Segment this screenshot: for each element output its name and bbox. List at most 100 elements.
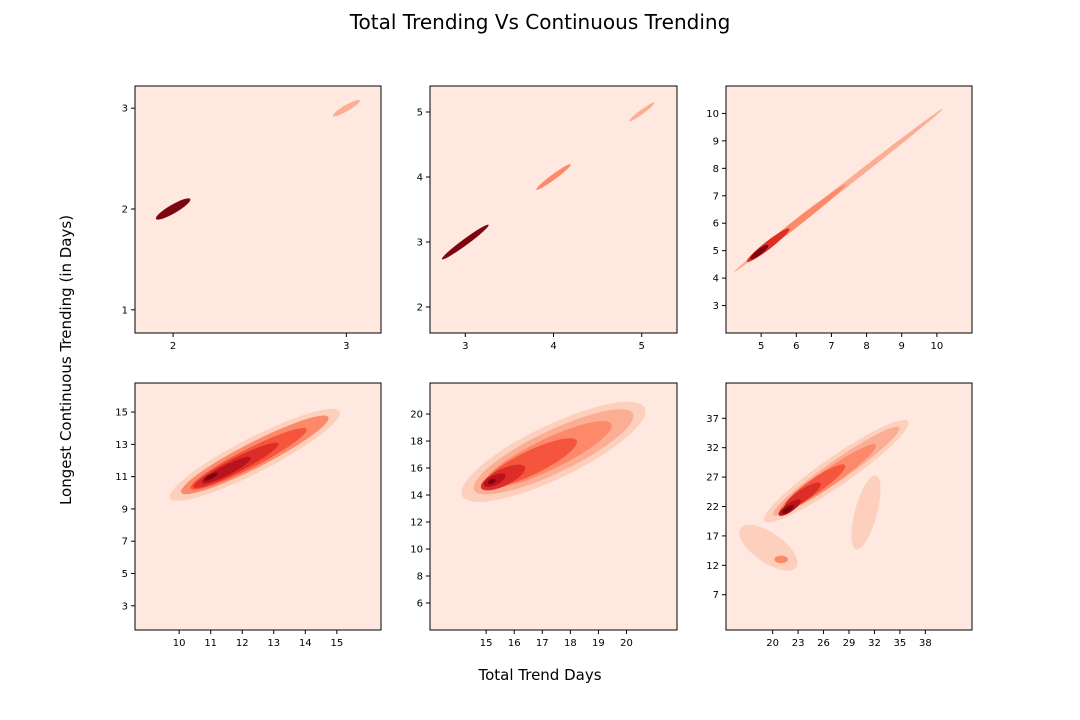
- y-tick-label: 9: [713, 136, 719, 147]
- y-tick-label: 6: [417, 599, 423, 610]
- panel-4: 10 11 12 13 14 15 3 5 7 9 11 13 15: [115, 382, 382, 649]
- y-tick-label: 8: [713, 164, 719, 175]
- y-tick-label: 5: [417, 108, 423, 119]
- y-tick-label: 20: [410, 410, 423, 421]
- panel-5-frame: [429, 382, 678, 631]
- x-tick-label: 15: [330, 638, 343, 649]
- x-tick-label: 15: [480, 638, 493, 649]
- x-tick-label: 10: [930, 341, 943, 352]
- x-tick-label: 32: [868, 638, 881, 649]
- panel-3-frame: [725, 85, 973, 334]
- panel-4-frame: [134, 382, 382, 631]
- y-tick-label: 32: [706, 443, 719, 454]
- y-tick-label: 3: [122, 601, 128, 612]
- y-tick-label: 27: [706, 473, 719, 484]
- x-tick-label: 6: [793, 341, 799, 352]
- y-tick-label: 11: [115, 472, 128, 483]
- density-contour: [851, 475, 881, 550]
- panel-1-density: [155, 99, 360, 220]
- y-tick-label: 18: [410, 437, 423, 448]
- density-contour: [536, 164, 571, 190]
- y-tick-label: 5: [713, 246, 719, 257]
- y-tick-label: 4: [417, 173, 423, 184]
- panel-6: 20 23 26 29 32 35 38 7 12 17 22 27 32 37: [706, 382, 973, 649]
- density-contour: [332, 99, 360, 117]
- x-tick-label: 38: [919, 638, 932, 649]
- y-tick-label: 22: [706, 502, 719, 513]
- density-contour: [629, 102, 655, 122]
- x-tick-label: 8: [863, 341, 869, 352]
- panel-5-density: [461, 401, 646, 502]
- panel-6-density: [739, 419, 909, 571]
- density-contour: [441, 224, 489, 260]
- panel-1: 2 3 1 2 3: [122, 85, 382, 352]
- x-tick-label: 5: [639, 341, 645, 352]
- y-tick-label: 2: [122, 204, 128, 215]
- density-contour: [487, 478, 496, 485]
- x-tick-label: 7: [828, 341, 834, 352]
- x-tick-label: 5: [758, 341, 764, 352]
- y-tick-label: 16: [410, 464, 423, 475]
- x-tick-label: 16: [508, 638, 521, 649]
- x-tick-label: 35: [894, 638, 907, 649]
- panel-2-background: [430, 86, 677, 333]
- y-tick-label: 37: [706, 414, 719, 425]
- figure-title: Total Trending Vs Continuous Trending: [349, 10, 731, 34]
- panel-4-density: [169, 408, 340, 501]
- y-tick-label: 9: [122, 504, 128, 515]
- x-tick-label: 3: [343, 341, 349, 352]
- panel-2: 3 4 5 2 3 4 5: [417, 85, 678, 352]
- panel-5: 15 16 17 18 19 20 6 8 10 12 14 16 18 20: [410, 382, 678, 649]
- panel-2-density: [441, 102, 655, 260]
- y-tick-label: 7: [122, 537, 128, 548]
- figure-y-label: Longest Continuous Trending (in Days): [57, 215, 75, 505]
- figure-x-label: Total Trend Days: [477, 666, 601, 684]
- x-tick-label: 23: [792, 638, 805, 649]
- y-tick-label: 10: [410, 545, 423, 556]
- x-tick-label: 13: [267, 638, 280, 649]
- x-tick-label: 20: [766, 638, 779, 649]
- y-tick-label: 7: [713, 590, 719, 601]
- x-tick-label: 10: [173, 638, 186, 649]
- panel-1-frame: [134, 85, 382, 334]
- x-tick-label: 11: [204, 638, 217, 649]
- y-tick-label: 2: [417, 303, 423, 314]
- y-tick-label: 14: [410, 491, 423, 502]
- y-tick-label: 8: [417, 572, 423, 583]
- panel-3: 5 6 7 8 9 10 3 4 5 6 7 8 9 10: [706, 85, 973, 352]
- density-contour: [203, 472, 218, 481]
- x-tick-label: 17: [536, 638, 549, 649]
- panel-3-background: [726, 86, 972, 333]
- x-tick-label: 19: [592, 638, 605, 649]
- density-contour: [750, 244, 769, 260]
- y-tick-label: 13: [115, 440, 128, 451]
- y-tick-label: 12: [410, 518, 423, 529]
- y-tick-label: 4: [713, 274, 719, 285]
- x-tick-label: 20: [620, 638, 633, 649]
- density-contour: [782, 505, 794, 514]
- y-tick-label: 5: [122, 569, 128, 580]
- y-tick-label: 3: [417, 238, 423, 249]
- y-tick-label: 7: [713, 191, 719, 202]
- y-tick-label: 1: [122, 305, 128, 316]
- y-tick-label: 12: [706, 561, 719, 572]
- panel-6-background: [726, 383, 972, 630]
- y-tick-label: 17: [706, 531, 719, 542]
- y-tick-label: 6: [713, 219, 719, 230]
- y-tick-label: 3: [713, 301, 719, 312]
- x-tick-label: 12: [236, 638, 249, 649]
- x-tick-label: 9: [899, 341, 905, 352]
- density-contour: [774, 555, 788, 564]
- y-tick-label: 15: [115, 408, 128, 419]
- x-tick-label: 18: [564, 638, 577, 649]
- x-tick-label: 26: [817, 638, 830, 649]
- panel-3-density: [734, 108, 943, 272]
- x-tick-label: 2: [170, 341, 176, 352]
- density-contour: [155, 198, 191, 220]
- x-tick-label: 29: [843, 638, 856, 649]
- panel-4-background: [135, 383, 381, 630]
- y-tick-label: 10: [706, 109, 719, 120]
- y-tick-label: 3: [122, 104, 128, 115]
